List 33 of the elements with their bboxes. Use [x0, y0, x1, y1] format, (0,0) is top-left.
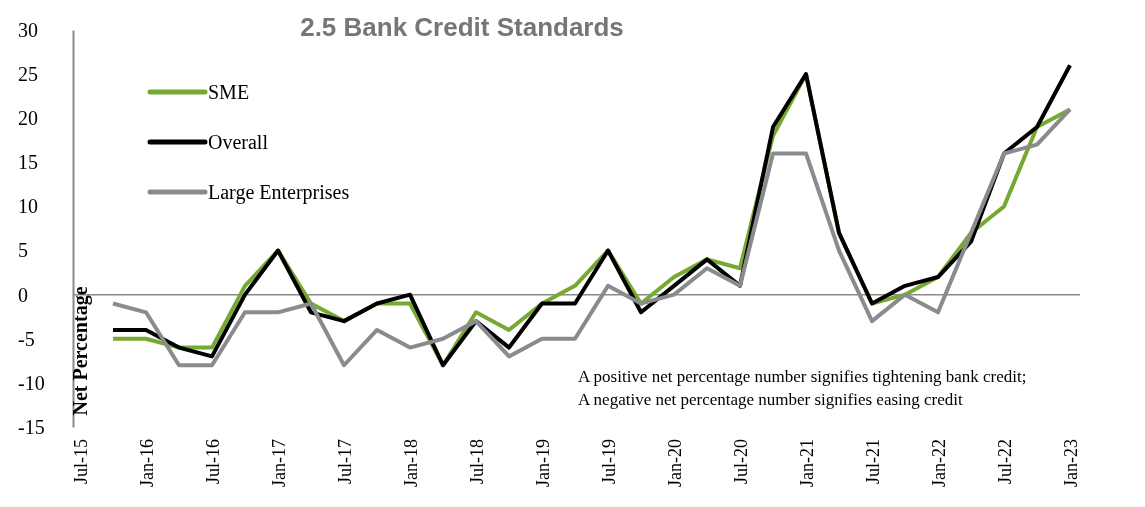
legend-label: Large Enterprises — [208, 181, 350, 204]
x-tick-label: Jul-16 — [202, 439, 223, 484]
x-tick-label: Jan-16 — [136, 439, 157, 487]
y-axis-title: Net Percentage — [69, 286, 92, 416]
legend-label: SME — [208, 81, 250, 103]
annotation: A positive net percentage number signifies tightening bank credit; — [578, 367, 1027, 386]
x-tick-label: Jul-19 — [598, 439, 619, 484]
x-tick-label: Jul-18 — [466, 439, 487, 484]
y-tick-label: -15 — [18, 415, 45, 438]
y-tick-label: 10 — [18, 195, 38, 218]
x-tick-label: Jul-22 — [994, 439, 1015, 484]
x-tick-label: Jul-17 — [334, 439, 355, 484]
x-tick-label: Jan-22 — [928, 439, 949, 487]
y-tick-label: -10 — [18, 371, 45, 394]
x-tick-label: Jan-20 — [664, 439, 685, 487]
x-tick-label: Jan-19 — [532, 439, 553, 487]
y-tick-label: 30 — [18, 18, 38, 41]
x-tick-label: Jan-23 — [1060, 439, 1081, 487]
chart-title: 2.5 Bank Credit Standards — [300, 12, 624, 42]
y-tick-label: 25 — [18, 63, 38, 86]
legend-label: Overall — [208, 131, 269, 153]
x-tick-label: Jan-21 — [796, 439, 817, 487]
x-tick-label: Jul-15 — [70, 439, 91, 484]
x-tick-label: Jul-21 — [862, 439, 883, 484]
x-tick-label: Jan-18 — [400, 439, 421, 487]
y-tick-label: 5 — [18, 239, 28, 262]
y-tick-label: 0 — [18, 283, 28, 306]
y-tick-label: -5 — [18, 327, 35, 350]
y-tick-label: 20 — [18, 107, 38, 130]
x-tick-label: Jul-20 — [730, 439, 751, 484]
annotation: A negative net percentage number signifies easing credit — [578, 390, 963, 409]
x-tick-label: Jan-17 — [268, 439, 289, 487]
y-tick-label: 15 — [18, 151, 38, 174]
